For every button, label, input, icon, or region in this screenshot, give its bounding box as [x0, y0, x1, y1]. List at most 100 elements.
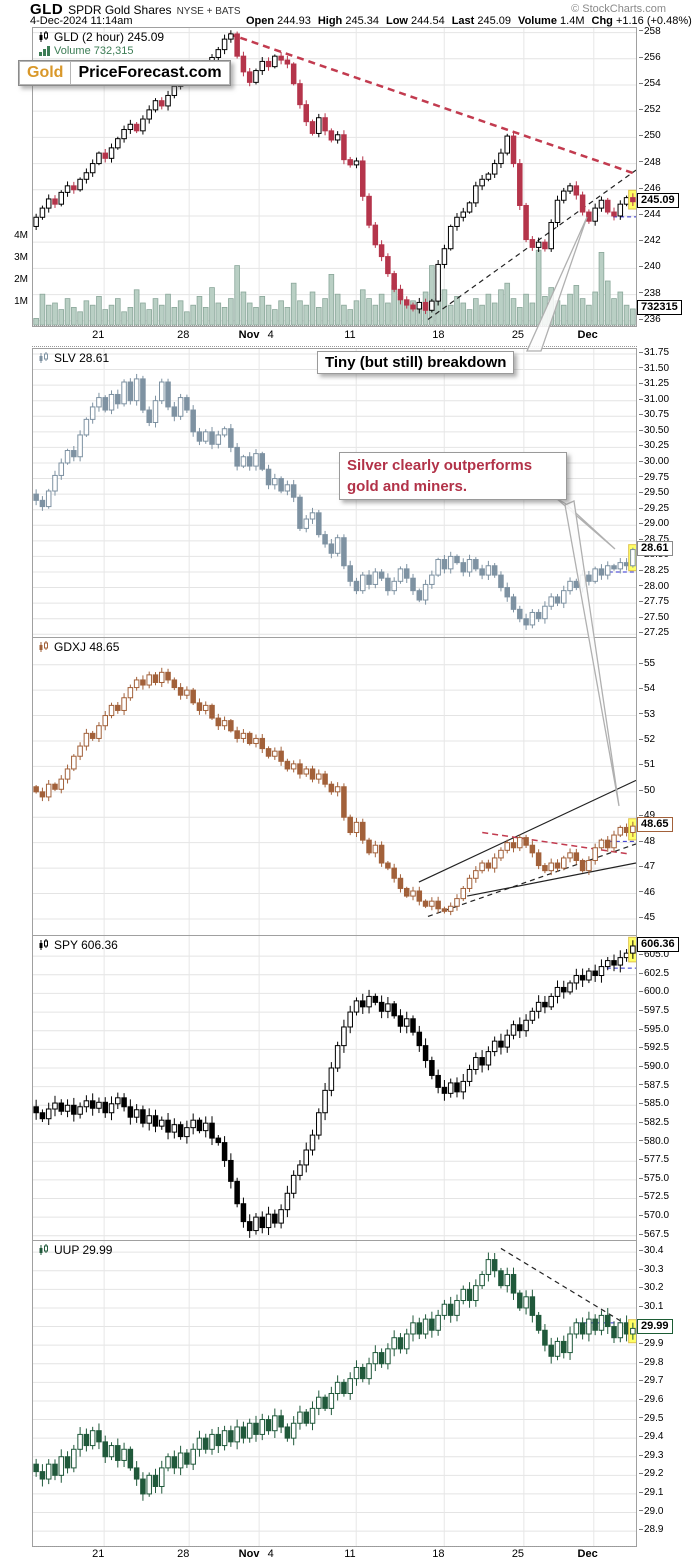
- volume-legend: Volume 732,315: [38, 45, 134, 57]
- y-axis-label: 575.0: [639, 1173, 669, 1184]
- y-axis-label: 577.5: [639, 1154, 669, 1165]
- y-axis-label: 250: [639, 130, 661, 141]
- chart-header: GLD SPDR Gold Shares NYSE + BATS: [30, 1, 698, 18]
- y-axis-label: 30.4: [639, 1245, 663, 1256]
- y-axis-label: 28.75: [639, 534, 669, 545]
- panel-legend-text: UUP 29.99: [54, 1243, 113, 1257]
- plot-gdxj: GDXJ 48.65: [32, 637, 637, 937]
- volume-legend-text: Volume 732,315: [54, 45, 134, 57]
- last-price-label-spy: 606.36: [637, 936, 679, 952]
- y-axis-label: 29.75: [639, 472, 669, 483]
- copyright: © StockCharts.com: [571, 3, 666, 15]
- y-axis-label: 572.5: [639, 1191, 669, 1202]
- panel-spy: SPY 606.36 605.0 602.5 600.0 597.5 595.0 592.5…: [0, 935, 700, 1248]
- x-axis-label: 18: [432, 329, 445, 341]
- y-axis-label: 31.75: [639, 347, 669, 358]
- symbol-name: SPDR Gold Shares: [68, 3, 172, 17]
- y-axis-label: 53: [639, 709, 655, 720]
- quote-low: Low 244.54: [385, 15, 445, 27]
- y-axis-label: 236: [639, 314, 661, 325]
- y-axis-label: 590.0: [639, 1061, 669, 1072]
- y-axis-label: 29.50: [639, 487, 669, 498]
- y-axis-label: 580.0: [639, 1136, 669, 1147]
- y-axis-label: 28.25: [639, 565, 669, 576]
- y-axis-label: 29.6: [639, 1394, 663, 1405]
- candlestick-series-icon: [39, 31, 48, 42]
- y-axis-label: 27.25: [639, 627, 669, 638]
- quote-line: 4-Dec-2024 11:14am Open 244.93 High 245.34…: [30, 15, 700, 27]
- volume-axis-label: 3M: [14, 252, 28, 263]
- y-axis-label: 30.50: [639, 425, 669, 436]
- x-axis-label: 21: [92, 1548, 105, 1560]
- y-axis-label: 30.25: [639, 440, 669, 451]
- y-axis-label: 29.3: [639, 1450, 663, 1461]
- volume-last-label: 732315: [637, 299, 682, 315]
- y-axis-label: 28.00: [639, 581, 669, 592]
- panel-legend-gld: GLD (2 hour) 245.09: [38, 30, 164, 44]
- exchange: NYSE + BATS: [176, 6, 241, 17]
- x-axis-label: 28: [177, 329, 190, 341]
- y-axis-label: 29.25: [639, 503, 669, 514]
- y-axis-label: 48: [639, 836, 655, 847]
- volume-bars-icon: [39, 46, 50, 56]
- panel-uup: UUP 29.9930.430.330.230.130.029.929.829.…: [0, 1240, 700, 1553]
- y-axis-label: 29.5: [639, 1413, 663, 1424]
- x-axis-label: 28: [177, 1548, 190, 1560]
- annotation-breakdown: Tiny (but still) breakdown: [317, 351, 515, 374]
- logo-site-text: PriceForecast.com: [71, 61, 230, 85]
- y-axis-label: 46: [639, 887, 655, 898]
- y-axis-label: 55: [639, 658, 655, 669]
- panel-legend-text: SPY 606.36: [54, 938, 118, 952]
- last-price-label-slv: 28.61: [637, 540, 673, 556]
- y-axis-label: 50: [639, 785, 655, 796]
- candlestick-series-icon: [39, 641, 48, 652]
- panel-legend-text: GDXJ 48.65: [54, 640, 120, 654]
- x-axis-label: 18: [432, 1548, 445, 1560]
- panel-gdxj: GDXJ 48.65 55 54 53 52 51 50 49 48 47 46 45 48.65: [0, 637, 700, 943]
- candles-svg-uup: [33, 1241, 636, 1546]
- quote-high: High 245.34: [317, 15, 379, 27]
- y-axis-label: 602.5: [639, 968, 669, 979]
- chart-datetime: 4-Dec-2024 11:14am: [30, 15, 133, 27]
- y-axis-label: 29.8: [639, 1357, 663, 1368]
- volume-axis-label: 1M: [14, 296, 28, 307]
- x-axis-label: 21: [92, 329, 105, 341]
- y-axis-label: 254: [639, 78, 661, 89]
- y-axis-label: 30.2: [639, 1282, 663, 1293]
- candles-svg-gdxj: [33, 638, 636, 936]
- y-axis-label: 592.5: [639, 1042, 669, 1053]
- last-price-label-uup: 29.99: [637, 1319, 673, 1335]
- quote-open: Open 244.93: [246, 15, 311, 27]
- y-axis-label: 29.2: [639, 1468, 663, 1479]
- panel-legend-gdxj: GDXJ 48.65: [38, 640, 119, 654]
- logo-gold-text: Gold: [19, 61, 72, 85]
- quote-chg: Chg +1.16 (+0.48%): [591, 15, 692, 27]
- y-axis-label: 246: [639, 183, 661, 194]
- panel-legend-text: SLV 28.61: [54, 351, 110, 365]
- x-axis-row: 21 28 Nov 4 11 18 25 Dec: [32, 1546, 637, 1560]
- x-axis-row: 21 28 Nov 4 11 18 25 Dec: [32, 325, 637, 347]
- candlestick-series-icon: [39, 352, 48, 363]
- y-axis-label: 29.9: [639, 1338, 663, 1349]
- candles-svg-spy: [33, 936, 636, 1241]
- y-axis-label: 585.0: [639, 1098, 669, 1109]
- y-axis-label: 30.1: [639, 1301, 663, 1312]
- volume-axis-label: 2M: [14, 274, 28, 285]
- last-price-label-gdxj: 48.65: [637, 817, 673, 833]
- plot-spy: SPY 606.36: [32, 935, 637, 1242]
- y-axis-label: 29.00: [639, 518, 669, 529]
- y-axis-label: 252: [639, 104, 661, 115]
- y-axis-label: 587.5: [639, 1080, 669, 1091]
- y-axis-label: 248: [639, 157, 661, 168]
- y-axis-label: 29.1: [639, 1487, 663, 1498]
- panel-legend-spy: SPY 606.36: [38, 938, 118, 952]
- x-axis-label: 25: [511, 329, 525, 341]
- y-axis-label: 244: [639, 209, 661, 220]
- annotation-silver: Silver clearly outperforms gold and mine…: [339, 452, 567, 500]
- gold-priceforecast-logo[interactable]: Gold PriceForecast.com: [18, 60, 231, 86]
- last-price-label-gld: 245.09: [637, 192, 679, 208]
- quote-strip: Open 244.93 High 245.34 Low 244.54 Last 245…: [246, 15, 700, 27]
- y-axis-label: 29.4: [639, 1431, 663, 1442]
- y-axis-label: 567.5: [639, 1229, 669, 1240]
